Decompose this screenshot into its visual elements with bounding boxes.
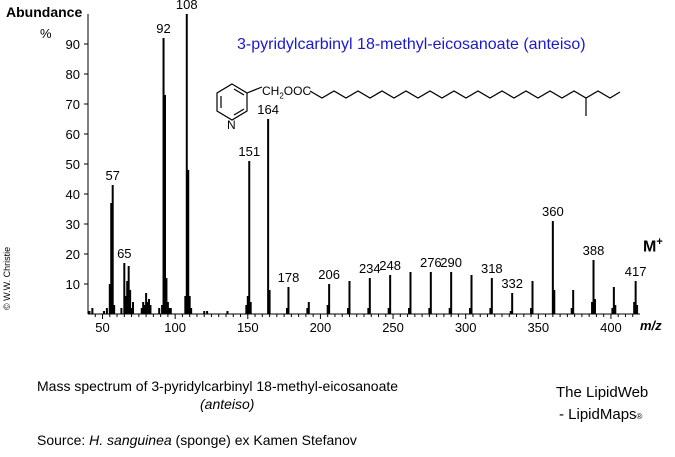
source-line: Source: H. sanguinea (sponge) ex Kamen S…	[37, 432, 357, 448]
x-axis-unit: m/z	[640, 318, 662, 333]
x-tick-label: 50	[95, 320, 109, 335]
molecular-ion-label: M+	[643, 236, 663, 256]
source-prefix: Source:	[37, 432, 90, 448]
x-tick-label: 350	[527, 320, 549, 335]
peak-label: 164	[257, 102, 279, 117]
peak-label: 65	[117, 246, 131, 261]
peak-label: 360	[542, 204, 564, 219]
chemical-structure	[216, 83, 621, 121]
brand-name: - LipidMaps	[559, 406, 637, 423]
source-suffix: (sponge) ex Kamen Stefanov	[171, 432, 357, 448]
x-tick-label: 200	[310, 320, 332, 335]
caption-line1: Mass spectrum of 3-pyridylcarbinyl 18-me…	[37, 378, 399, 394]
brand-line2: - LipidMaps®	[559, 406, 642, 423]
peak-label: 92	[156, 21, 170, 36]
x-tick-label: 150	[237, 320, 259, 335]
y-tick-label: 50	[66, 157, 80, 172]
peak-label: 57	[105, 168, 119, 183]
peak-label: 206	[318, 267, 340, 282]
structure-label: CH2OOC	[262, 84, 311, 100]
peak-label: 332	[501, 276, 523, 291]
structure-label-suffix: OOC	[283, 84, 312, 98]
chart-axes: 10 20 30 40 50 60 70 80 90 50 100 150 200 250 300 350 40…	[66, 14, 640, 335]
brand-line1: The LipidWeb	[556, 384, 649, 401]
molecular-ion-letter: M	[643, 238, 657, 256]
spectrum-peaks	[88, 14, 639, 314]
ring-double-bond	[233, 108, 245, 116]
peak-label: 151	[238, 144, 260, 159]
y-tick-label: 60	[66, 127, 80, 142]
y-tick-label: 10	[66, 277, 80, 292]
y-tick-label: 40	[66, 187, 80, 202]
compound-title: 3-pyridylcarbinyl 18-methyl-eicosanoate …	[237, 36, 586, 53]
peak-label: 248	[379, 258, 401, 273]
y-tick-label: 20	[66, 247, 80, 262]
peak-label: 417	[625, 264, 647, 279]
peak-label: 234	[359, 261, 381, 276]
x-tick-label: 400	[600, 320, 622, 335]
caption-line2: (anteiso)	[200, 396, 255, 412]
acyl-chain	[309, 90, 621, 99]
copyright-text: © W.W. Christie	[2, 246, 12, 310]
molecular-ion-charge: +	[656, 236, 663, 248]
y-tick-label: 80	[66, 67, 80, 82]
x-tick-label: 300	[455, 320, 477, 335]
ring-side-bond	[246, 86, 263, 94]
structure-label-prefix: CH	[262, 84, 280, 98]
y-tick-label: 90	[66, 37, 80, 52]
y-tick-label: 30	[66, 217, 80, 232]
y-axis-title: Abundance	[6, 4, 83, 20]
peak-label: 388	[583, 243, 605, 258]
peak-label: 276	[420, 255, 442, 270]
y-axis-unit: %	[40, 26, 52, 41]
peak-label: 108	[176, 0, 198, 12]
ring-nitrogen-label: N	[227, 118, 236, 132]
x-tick-label: 250	[382, 320, 404, 335]
structure-label-sub: 2	[279, 91, 284, 101]
registered-mark: ®	[636, 412, 643, 421]
ring-double-bond	[233, 88, 245, 96]
x-tick-label: 100	[164, 320, 186, 335]
source-species: H. sanguinea	[89, 432, 172, 448]
peak-label: 290	[440, 255, 462, 270]
peak-label: 318	[481, 261, 503, 276]
peak-label: 178	[278, 270, 300, 285]
y-tick-label: 70	[66, 97, 80, 112]
